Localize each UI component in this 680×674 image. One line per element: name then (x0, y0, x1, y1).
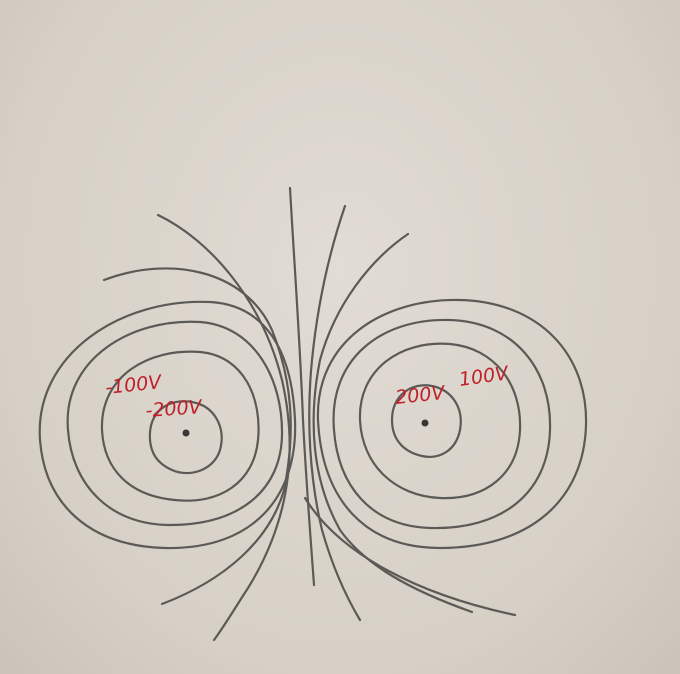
left-loop-1 (148, 400, 223, 475)
left-loop-3 (66, 320, 284, 527)
left-charge-dot (182, 429, 190, 437)
right-loop-4 (316, 298, 588, 550)
left-equipotential-lines (38, 300, 297, 550)
left-loop-4 (38, 300, 297, 550)
right-loop-2 (358, 342, 522, 500)
center-right-curve-2 (312, 232, 474, 614)
center-right-curve-1 (308, 204, 362, 622)
left-loop-2 (100, 350, 260, 502)
label-right-outer: 100V (458, 362, 512, 391)
right-loop-1 (390, 384, 462, 458)
label-left-outer: -100V (104, 371, 164, 399)
right-loop-3 (332, 318, 552, 530)
center-right-curve-3 (303, 496, 517, 617)
label-left-inner: -200V (145, 396, 205, 422)
right-charge-dot (421, 419, 429, 427)
center-vertical-line (288, 186, 316, 587)
center-field-lines (102, 186, 517, 642)
center-left-curve-2 (102, 267, 292, 606)
right-equipotential-lines (316, 298, 588, 550)
label-right-inner: 200V (394, 382, 447, 409)
center-left-curve-1 (156, 213, 291, 642)
